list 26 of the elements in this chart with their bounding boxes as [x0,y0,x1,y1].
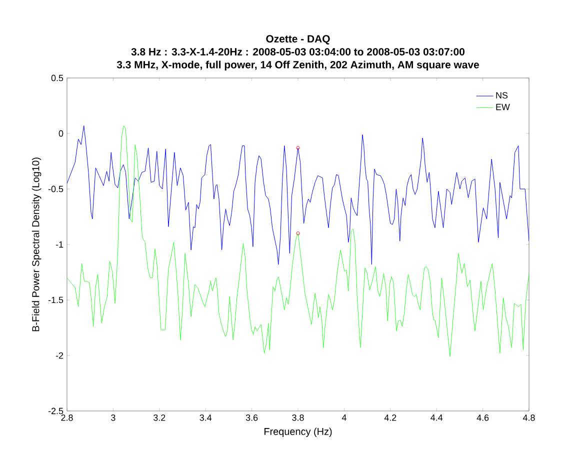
x-axis-title: Frequency (Hz) [264,428,332,437]
x-tick-label: 3.6 [246,414,258,421]
legend-label: NS [496,92,508,99]
y-tick-label: -0.5 [48,186,64,192]
x-tick-label: 3.4 [200,414,212,421]
chart-title: Ozette - DAQ [266,35,330,44]
text: 3.3 MHz, X-mode, full power, 14 Off Zenith, 202 Azimuth, AM square wave [116,60,479,70]
x-tick-label: 3.2 [154,414,166,421]
x-tick-label: 4.8 [522,414,535,421]
y-axis-title: B-Field Power Spectral Density (Log10) [32,158,42,332]
y-tick-label: 0 [58,130,64,137]
legend-label: EW [496,104,510,110]
x-tick-label: 4.6 [476,414,489,421]
chart-subtitle: 3.8 Hz : 3.3-X-1.4-20Hz : 2008-05-03 03:04:00 to 2008-05-03 03:07:00 [131,48,464,56]
line-series [67,125,530,265]
y-tick-label: -2.5 [48,408,64,414]
y-tick-label: 0.5 [51,74,64,82]
y-tick-label: -1.5 [48,296,64,304]
y-tick-label: -1 [56,241,64,248]
y-tick-label: -2 [56,352,64,359]
x-tick-label: 4.2 [384,414,396,421]
x-tick-label: 4.4 [430,414,443,421]
x-tick-label: 4 [342,414,346,421]
x-tick-label: 3.8 [292,414,304,421]
x-tick-label: 3 [111,414,116,421]
x-tick-label: 2.8 [61,414,73,421]
